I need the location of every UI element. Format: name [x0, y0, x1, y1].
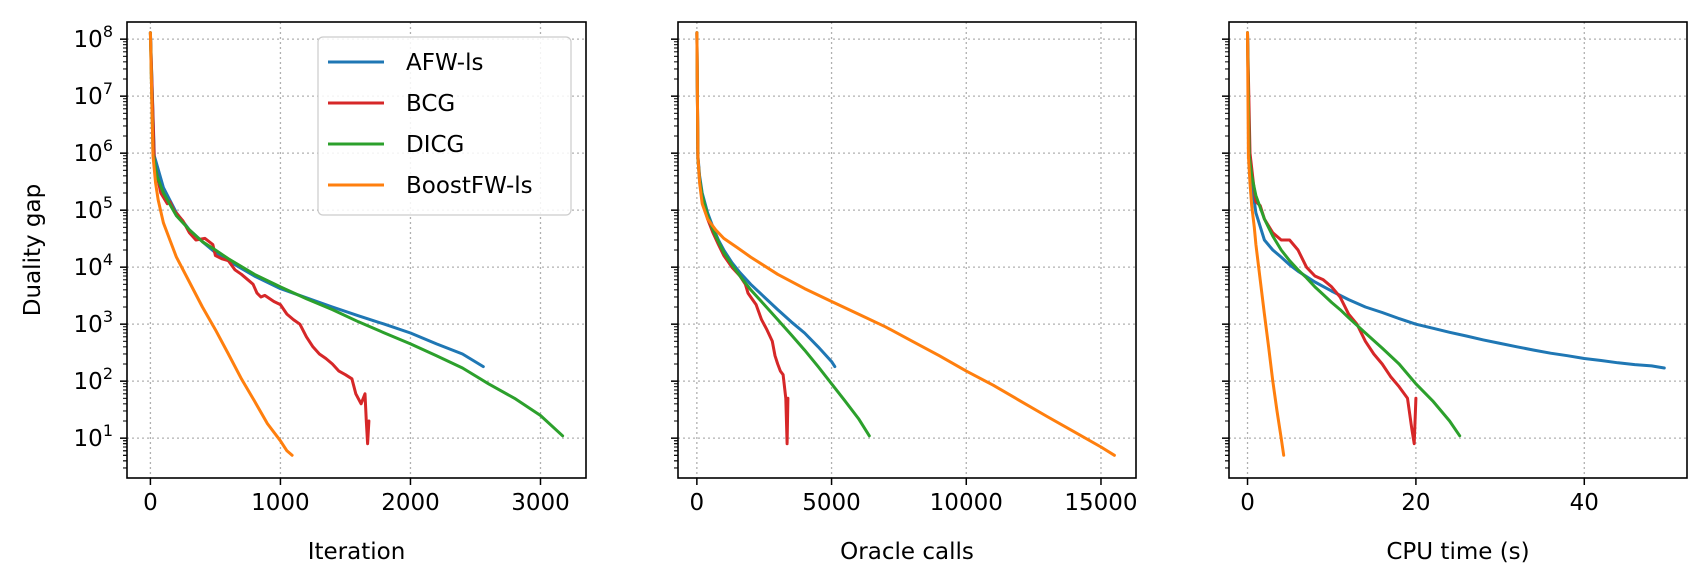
- x-tick-label: 40: [1570, 490, 1599, 516]
- grid: [1229, 22, 1687, 478]
- y-tick-label: 108: [74, 22, 113, 53]
- x-tick-label: 10000: [930, 490, 1003, 516]
- y-tick-label: 102: [74, 364, 113, 395]
- y-tick-label: 101: [74, 421, 113, 452]
- legend-label: BoostFW-ls: [406, 173, 533, 199]
- series-lines: [148, 31, 565, 457]
- series-line-boostfw-ls: [1246, 31, 1286, 457]
- legend-label: AFW-ls: [406, 50, 483, 76]
- x-tick-label: 5000: [802, 490, 861, 516]
- legend-box: [317, 36, 572, 216]
- x-axis-label: CPU time (s): [1386, 539, 1529, 565]
- subplot-2: 0 5000 10000 15000 Oracle calls: [671, 21, 1138, 565]
- legend-label: BCG: [406, 91, 455, 117]
- x-tick-label: 1000: [251, 490, 310, 516]
- subplot-1: 0 1000 2000 3000 Iteration 101 102 103 104 105 106…: [20, 21, 587, 565]
- series-line-boostfw-ls: [695, 31, 1116, 457]
- series-line-dicg: [148, 31, 565, 438]
- y-tick-label: 103: [74, 307, 113, 338]
- series-line-dicg: [1246, 31, 1462, 438]
- x-axis-label: Iteration: [308, 539, 406, 565]
- x-axis-label: Oracle calls: [840, 539, 974, 565]
- grid: [678, 22, 1136, 478]
- x-tick-label: 2000: [381, 490, 440, 516]
- x-tick-label: 20: [1401, 490, 1430, 516]
- series-line-bcg: [695, 31, 790, 446]
- x-tick-label: 0: [1240, 490, 1255, 516]
- subplot-3: 0 20 40 CPU time (s): [1222, 21, 1688, 565]
- series-lines: [695, 31, 1116, 457]
- axes-frame: [677, 21, 1137, 479]
- series-line-afw-ls: [695, 31, 837, 369]
- series-lines: [1246, 31, 1666, 457]
- series-line-boostfw-ls: [148, 31, 294, 457]
- x-tick-label: 15000: [1064, 490, 1137, 516]
- x-tick-label: 0: [143, 490, 158, 516]
- y-tick-label: 106: [74, 136, 113, 167]
- y-tick-label: 104: [74, 250, 113, 281]
- legend: AFW-ls BCG DICG BoostFW-ls: [317, 36, 572, 216]
- legend-label: DICG: [406, 132, 464, 158]
- y-axis-label: Duality gap: [20, 184, 46, 316]
- x-tick-label: 3000: [511, 490, 570, 516]
- y-tick-label: 105: [74, 193, 113, 224]
- series-line-afw-ls: [1246, 31, 1666, 370]
- x-tick-label: 0: [690, 490, 705, 516]
- y-tick-label: 107: [74, 79, 113, 110]
